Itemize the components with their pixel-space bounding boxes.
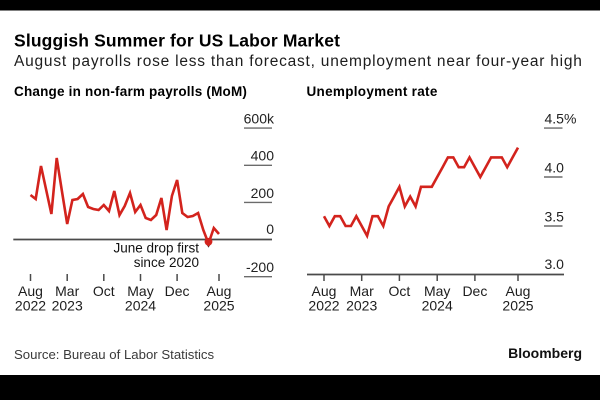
svg-text:Mar: Mar — [350, 283, 374, 299]
svg-text:3.5: 3.5 — [545, 209, 565, 225]
svg-text:2022: 2022 — [15, 298, 46, 314]
svg-text:400: 400 — [251, 148, 275, 164]
svg-text:May: May — [127, 283, 153, 299]
svg-text:4.0: 4.0 — [545, 160, 565, 176]
svg-text:200: 200 — [251, 185, 275, 201]
svg-text:Oct: Oct — [93, 283, 115, 299]
svg-text:Change in non-farm payrolls (M: Change in non-farm payrolls (MoM) — [14, 84, 247, 99]
svg-text:August payrolls rose less than: August payrolls rose less than forecast,… — [14, 53, 583, 70]
svg-text:3.0: 3.0 — [545, 256, 565, 272]
svg-text:4.5%: 4.5% — [545, 111, 577, 127]
svg-text:2025: 2025 — [502, 298, 533, 314]
svg-text:June drop first: June drop first — [113, 241, 199, 256]
svg-text:2023: 2023 — [346, 298, 377, 314]
svg-text:Bloomberg: Bloomberg — [508, 345, 582, 361]
svg-text:Dec: Dec — [165, 283, 190, 299]
svg-text:Sluggish Summer for US Labor M: Sluggish Summer for US Labor Market — [14, 31, 340, 51]
svg-text:Oct: Oct — [389, 283, 411, 299]
svg-text:since 2020: since 2020 — [134, 255, 199, 270]
svg-text:-200: -200 — [246, 259, 274, 275]
svg-text:0: 0 — [266, 221, 274, 237]
svg-text:Aug: Aug — [18, 283, 43, 299]
svg-text:2023: 2023 — [52, 298, 83, 314]
svg-text:2024: 2024 — [422, 298, 453, 314]
svg-text:600k: 600k — [244, 111, 275, 127]
svg-text:Aug: Aug — [312, 283, 337, 299]
svg-text:Mar: Mar — [55, 283, 79, 299]
svg-text:2022: 2022 — [308, 298, 339, 314]
svg-text:Aug: Aug — [506, 283, 531, 299]
svg-text:Unemployment rate: Unemployment rate — [307, 84, 438, 99]
svg-text:2025: 2025 — [203, 298, 234, 314]
svg-text:Aug: Aug — [207, 283, 232, 299]
svg-text:May: May — [424, 283, 450, 299]
svg-text:Source: Bureau of Labor Statis: Source: Bureau of Labor Statistics — [14, 347, 215, 362]
svg-text:2024: 2024 — [125, 298, 156, 314]
svg-text:Dec: Dec — [462, 283, 487, 299]
